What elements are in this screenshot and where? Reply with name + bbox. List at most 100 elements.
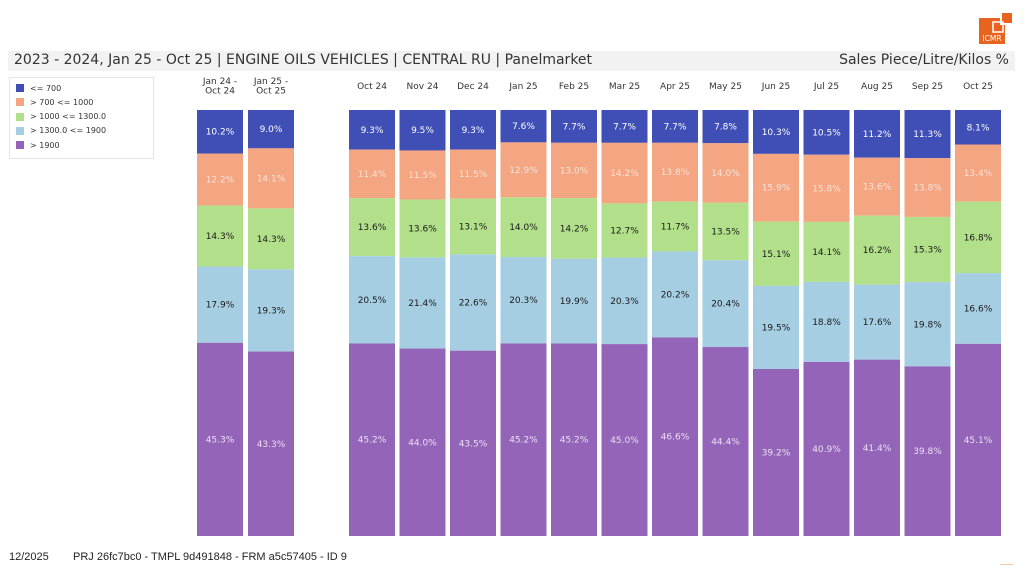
category-label: Jun 25 — [761, 82, 790, 92]
category-label: May 25 — [709, 82, 742, 92]
data-label: 20.2% — [661, 290, 690, 300]
data-label: 15.9% — [762, 184, 791, 194]
chart-title: 2023 - 2024, Jan 25 - Oct 25 | ENGINE OI… — [14, 52, 593, 68]
bar-segment — [803, 281, 850, 362]
bar-segment — [955, 343, 1001, 536]
bar-segment — [399, 348, 446, 536]
bar-stack: Oct 24 9.3% 11.4% 13.6% 20.5% 45.2% — [349, 82, 395, 536]
bar-segment — [904, 282, 951, 367]
bar-segment — [248, 148, 294, 209]
bar-segment — [500, 197, 547, 257]
bar-segment — [601, 203, 648, 258]
data-label: 45.2% — [509, 436, 538, 446]
bar-segment — [652, 201, 698, 252]
bar-segment — [753, 285, 799, 370]
bar-segment — [450, 350, 496, 536]
data-label: 19.5% — [762, 323, 791, 333]
data-label: 14.3% — [206, 232, 235, 242]
data-label: 10.5% — [812, 128, 841, 138]
data-label: 11.3% — [913, 130, 942, 140]
bar-segment — [197, 153, 243, 206]
data-label: 14.0% — [711, 169, 740, 179]
data-label: 39.2% — [762, 449, 791, 459]
bar-segment — [652, 337, 698, 536]
bar-segment — [753, 110, 799, 154]
data-label: 10.2% — [206, 128, 235, 138]
legend-swatch — [16, 98, 24, 107]
bar-stack: May 25 7.8% 14.0% 13.5% 20.4% 44.4% — [702, 82, 749, 536]
title-bar: 2023 - 2024, Jan 25 - Oct 25 | ENGINE OI… — [8, 51, 1015, 71]
data-label: 14.1% — [812, 248, 841, 258]
category-label: Aug 25 — [861, 82, 893, 92]
data-label: 9.5% — [411, 126, 434, 136]
data-label: 11.5% — [408, 171, 437, 181]
data-label: 45.2% — [560, 436, 589, 446]
data-label: 17.6% — [863, 318, 892, 328]
data-label: 12.7% — [610, 226, 639, 236]
bar-stack: Mar 25 7.7% 14.2% 12.7% 20.3% 45.0% — [601, 82, 648, 536]
bar-segment — [904, 366, 951, 536]
bar-segment — [702, 260, 749, 348]
data-label: 15.3% — [913, 246, 942, 256]
bar-segment — [803, 221, 850, 282]
footer-ids: PRJ 26fc7bc0 - TMPL 9d491848 - FRM a5c57… — [73, 551, 347, 563]
data-label: 13.6% — [358, 223, 387, 233]
data-label: 16.8% — [964, 233, 993, 243]
data-label: 7.7% — [563, 122, 586, 132]
bar-segment — [601, 110, 648, 143]
data-label: 13.8% — [661, 168, 690, 178]
data-label: 43.3% — [257, 440, 286, 450]
logo-square-small — [1000, 12, 1013, 25]
bar-segment — [904, 158, 951, 217]
bar-segment — [753, 221, 799, 286]
data-label: 14.2% — [610, 169, 639, 179]
bar-stack: Jun 25 10.3% 15.9% 15.1% 19.5% 39.2% — [753, 82, 799, 536]
bar-stack: Jul 25 10.5% 15.8% 14.1% 18.8% 40.9% — [803, 82, 850, 536]
bar-stack: Nov 24 9.5% 11.5% 13.6% 21.4% 44.0% — [399, 82, 446, 536]
bar-segment — [500, 142, 547, 198]
data-label: 19.9% — [560, 297, 589, 307]
bar-segment — [601, 257, 648, 345]
data-label: 11.4% — [358, 170, 387, 180]
data-label: 19.3% — [257, 306, 286, 316]
data-label: 17.9% — [206, 301, 235, 311]
bar-segment — [450, 254, 496, 351]
bar-segment — [702, 110, 749, 144]
bar-segment — [803, 361, 850, 536]
data-label: 8.1% — [967, 123, 990, 133]
data-label: 12.9% — [509, 166, 538, 176]
bar-stack: Jan 24 -Oct 24 10.2% 12.2% 14.3% 17.9% 45.3% — [197, 77, 243, 536]
data-label: 15.1% — [762, 250, 791, 260]
data-label: 20.5% — [358, 296, 387, 306]
bar-segment — [551, 343, 597, 536]
category-label: Mar 25 — [609, 82, 640, 92]
bar-segment — [349, 256, 395, 344]
bar-segment — [500, 110, 547, 143]
category-label: Jan 24 -Oct 24 — [202, 77, 237, 97]
bar-segment — [197, 342, 243, 536]
bar-segment — [450, 198, 496, 255]
bar-stack: Aug 25 11.2% 13.6% 16.2% 17.6% 41.4% — [854, 82, 900, 536]
legend-swatch — [16, 126, 24, 135]
data-label: 45.2% — [358, 436, 387, 446]
data-label: 7.7% — [664, 122, 687, 132]
bar-stack: Jan 25 7.6% 12.9% 14.0% 20.3% 45.2% — [500, 82, 547, 536]
data-label: 14.1% — [257, 174, 286, 184]
bar-segment — [500, 256, 547, 344]
bar-segment — [551, 142, 597, 199]
data-label: 16.6% — [964, 305, 993, 315]
data-label: 9.3% — [462, 126, 485, 136]
bar-segment — [955, 201, 1001, 274]
bar-segment — [904, 216, 951, 283]
bar-segment — [955, 144, 1001, 202]
data-label: 11.2% — [863, 130, 892, 140]
legend-label: > 1900 — [30, 140, 60, 150]
data-label: 21.4% — [408, 299, 437, 309]
legend-label: > 700 <= 1000 — [30, 97, 94, 107]
bar-segment — [955, 110, 1001, 145]
data-label: 7.8% — [714, 123, 737, 133]
data-label: 14.3% — [257, 235, 286, 245]
legend-item: <= 700 — [16, 82, 61, 94]
bar-stack: Oct 25 8.1% 13.4% 16.8% 16.6% 45.1% — [955, 82, 1001, 536]
